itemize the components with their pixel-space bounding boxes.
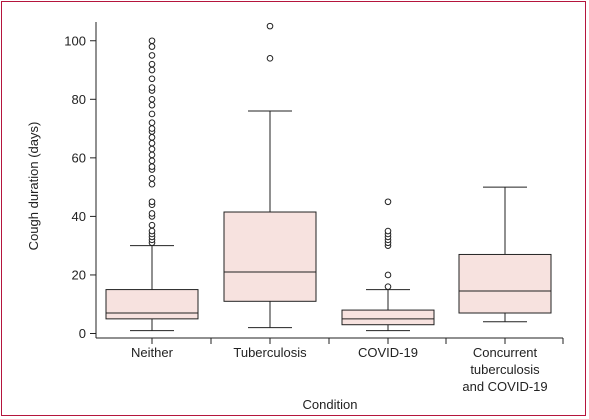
y-axis-title: Cough duration (days) [26,122,41,251]
outlier-point [148,227,156,235]
outlier-point [148,145,156,153]
outlier-point [148,96,156,103]
outlier-point [148,110,156,118]
outlier-point [148,180,156,188]
outlier-point [148,175,156,182]
outlier-point [148,119,156,127]
iqr-box [341,309,435,326]
outlier-point [148,198,156,206]
outlier-point [148,52,156,59]
outlier-point [384,198,392,206]
outlier-point [148,75,156,83]
outlier-point [384,227,392,235]
outlier-point [148,125,156,132]
outlier-point [266,55,274,62]
outlier-point [148,37,156,45]
y-tick-label: 80 [72,92,86,107]
y-tick-label: 40 [72,209,86,224]
x-axis-title: Condition [303,397,358,412]
outlier-point [148,43,156,50]
box-group [105,37,199,332]
outlier-point [148,134,156,141]
y-tick-label: 100 [64,33,86,48]
box-group [458,186,552,323]
y-tick-label: 0 [79,326,86,341]
box-series [105,22,552,332]
box-group [223,22,317,329]
outlier-point [148,60,156,68]
x-tick-label: Concurrent tuberculosis and COVID-19 [462,345,547,394]
outlier-point [384,271,392,279]
outlier-point [384,283,392,290]
outlier-point [148,157,156,165]
outlier-point [148,139,156,147]
outlier-point [148,101,156,109]
outlier-point [148,66,156,74]
axes: 0 20 40 60 80 100 Neither Tuberculosis COVID-19 C… [64,22,564,394]
x-tick-label: Tuberculosis [233,345,307,360]
iqr-box [223,211,317,302]
x-tick-label: Neither [131,345,174,360]
outlier-point [266,22,274,30]
outlier-point [148,84,156,91]
x-tick-label: COVID-19 [358,345,418,360]
outlier-point [148,151,156,159]
outlier-point [148,221,156,229]
outlier-point [148,210,156,217]
iqr-box [105,289,199,320]
iqr-box [458,253,552,314]
box-group [341,198,435,332]
y-tick-label: 60 [72,150,86,165]
y-tick-label: 20 [72,267,86,282]
outlier-point [148,163,156,170]
